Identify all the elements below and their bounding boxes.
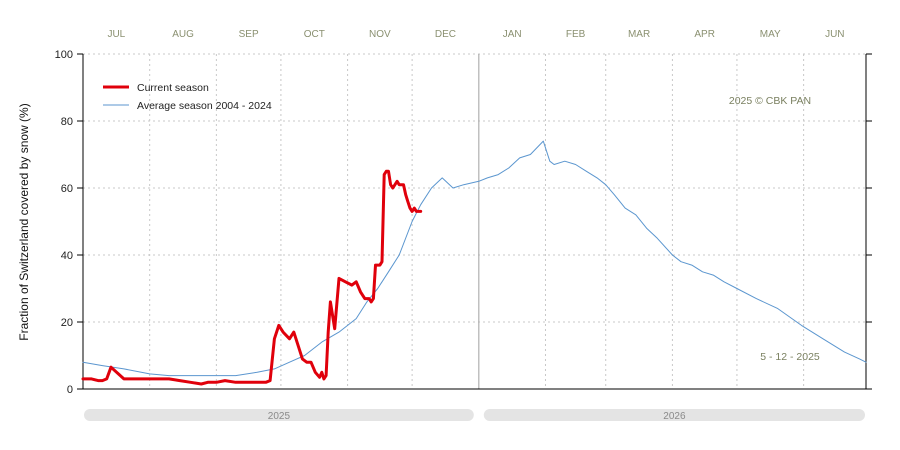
legend-label: Current season xyxy=(137,82,209,94)
copyright-note: 2025 © CBK PAN xyxy=(729,95,811,107)
month-label: FEB xyxy=(566,29,586,40)
month-label: APR xyxy=(694,29,715,40)
y-axis-right xyxy=(866,53,872,390)
year-label: 2026 xyxy=(663,411,686,422)
month-label: JUL xyxy=(107,29,125,40)
month-label: SEP xyxy=(239,29,259,40)
grid xyxy=(83,53,866,389)
month-label: DEC xyxy=(435,29,456,40)
month-label: MAR xyxy=(628,29,650,40)
y-tick-label: 40 xyxy=(61,250,73,262)
month-label: JAN xyxy=(503,29,522,40)
legend: Current season Average season 2004 - 2024 xyxy=(103,82,272,112)
month-label: JUN xyxy=(825,29,844,40)
y-tick-label: 80 xyxy=(61,116,73,128)
average-season-line xyxy=(82,140,867,377)
month-label: NOV xyxy=(369,29,391,40)
month-labels: JUL AUG SEP OCT NOV DEC JAN FEB MAR APR MAY JUN xyxy=(107,29,844,40)
month-label: AUG xyxy=(172,29,194,40)
plot-frame xyxy=(82,54,867,390)
series-layer xyxy=(81,140,867,386)
date-note: 5 - 12 - 2025 xyxy=(760,351,820,363)
year-bars: 2025 2026 xyxy=(84,409,865,422)
y-tick-label: 60 xyxy=(61,183,73,195)
year-bar xyxy=(84,409,474,421)
year-label: 2025 xyxy=(268,411,291,422)
month-label: MAY xyxy=(760,29,781,40)
y-tick-label: 100 xyxy=(55,49,73,61)
y-tick-label: 0 xyxy=(67,384,73,396)
y-axis-left: 0 20 40 60 80 100 xyxy=(55,49,83,396)
y-axis-label: Fraction of Switzerland covered by snow … xyxy=(17,103,31,340)
year-bar xyxy=(483,409,865,421)
month-label: OCT xyxy=(304,29,325,40)
current-season-line xyxy=(81,169,423,386)
legend-label: Average season 2004 - 2024 xyxy=(137,100,272,112)
y-tick-label: 20 xyxy=(61,317,73,329)
